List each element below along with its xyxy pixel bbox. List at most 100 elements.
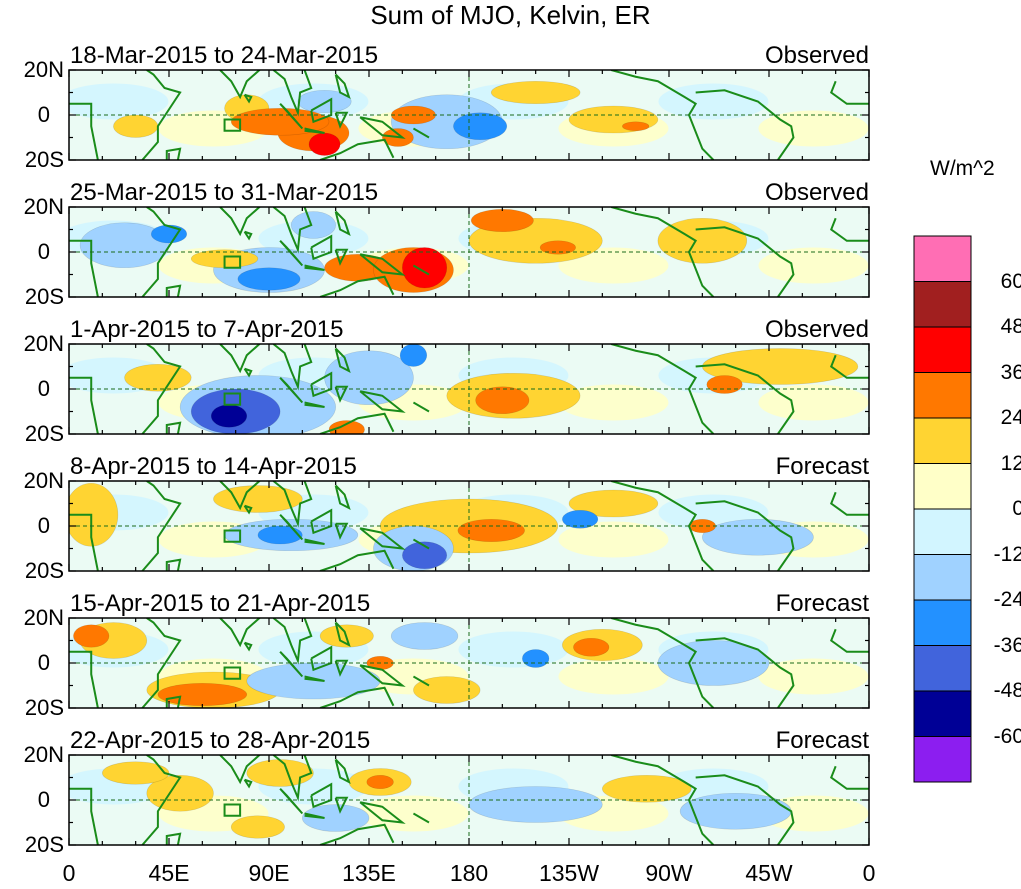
y-tick-label: 20N [23, 194, 64, 219]
anomaly-contour [702, 518, 814, 556]
colorbar-label: -12 [993, 542, 1021, 566]
x-tick-label: 45W [745, 860, 793, 886]
coastline [165, 558, 182, 571]
coastline [334, 659, 349, 677]
coastline [141, 207, 182, 297]
coastline [334, 758, 351, 784]
x-tick-label: 45E [148, 860, 190, 886]
coastline [334, 210, 351, 236]
anomaly-contour [113, 114, 159, 138]
coastline [243, 367, 253, 378]
panel-type: Observed [764, 179, 869, 206]
anomaly-contour [470, 208, 534, 233]
coastline [219, 481, 261, 511]
background-blob [758, 384, 869, 421]
anomaly-contour [308, 132, 341, 156]
coastline [304, 127, 325, 134]
y-tick-label: 20S [24, 558, 64, 583]
background-blob [558, 384, 669, 421]
anomaly-contour [302, 804, 370, 832]
coastline [141, 344, 182, 434]
anomaly-contour [402, 247, 448, 289]
coastline [279, 377, 304, 404]
coastline [272, 481, 313, 528]
y-tick-label: 0 [37, 102, 50, 127]
anomaly-contour [230, 815, 285, 839]
x-tick-label: 180 [449, 860, 489, 886]
colorbar-swatch [913, 554, 972, 601]
y-tick-label: 20N [23, 331, 64, 356]
coastline [334, 621, 351, 647]
coastline [243, 641, 253, 652]
panel-period: 15-Apr-2015 to 21-Apr-2015 [70, 590, 371, 617]
coastline [165, 832, 182, 845]
region-box [223, 803, 242, 817]
coastline [319, 823, 395, 845]
coastline [243, 93, 253, 104]
anomaly-contour [402, 541, 448, 570]
coastline [830, 80, 869, 105]
x-tick-label: 135W [538, 860, 600, 886]
colorbar-label: 12 [1000, 451, 1021, 475]
panel-type: Forecast [775, 590, 869, 617]
panel-2 [68, 206, 870, 298]
colorbar [913, 235, 972, 783]
coastline [412, 264, 430, 276]
panel-period: 1-Apr-2015 to 7-Apr-2015 [70, 316, 344, 343]
y-tick-label: 20S [24, 147, 64, 172]
y-tick-label: 0 [37, 376, 50, 401]
coastline [243, 504, 253, 515]
coastline [610, 481, 715, 571]
y-tick-label: 20N [23, 742, 64, 767]
y-tick-label: 20N [23, 605, 64, 630]
colorbar-label: -60 [993, 724, 1021, 748]
coastline [304, 812, 325, 819]
coastline [610, 207, 715, 297]
colorbar-swatch [913, 372, 972, 419]
colorbar-swatch [913, 463, 972, 510]
anomaly-contour [73, 624, 110, 648]
anomaly-field [69, 618, 869, 708]
anomaly-contour [413, 676, 481, 704]
panel-period: 18-Mar-2015 to 24-Mar-2015 [70, 42, 379, 69]
panel-type: Forecast [775, 453, 869, 480]
coastline [610, 344, 715, 434]
anomaly-contour [522, 649, 550, 668]
colorbar-units: W/m^2 [930, 157, 995, 180]
colorbar-swatch [913, 508, 972, 555]
x-tick-label: 0 [862, 860, 876, 886]
coastline [243, 778, 253, 789]
region-box [223, 118, 242, 132]
anomaly-contour [568, 489, 659, 518]
region-box [223, 666, 242, 680]
coastline [334, 484, 351, 510]
colorbar-label: -36 [993, 633, 1021, 657]
x-tick-label: 90E [248, 860, 290, 886]
panel-3 [68, 343, 870, 435]
colorbar-swatch [913, 417, 972, 464]
coastline [141, 481, 182, 571]
coastline [610, 70, 715, 160]
colorbar-swatch [913, 690, 972, 737]
panel-type: Forecast [775, 727, 869, 754]
coastline [272, 207, 313, 254]
anomaly-contour [490, 80, 581, 105]
y-tick-label: 20S [24, 421, 64, 446]
colorbar-swatch [913, 736, 972, 783]
y-tick-label: 0 [37, 787, 50, 812]
colorbar-swatch [913, 281, 972, 328]
region-box [223, 255, 242, 269]
coastline [319, 549, 395, 571]
colorbar-swatch [913, 645, 972, 692]
colorbar-label: -24 [993, 588, 1021, 611]
coastline [830, 217, 869, 242]
anomaly-contour [539, 240, 576, 255]
y-tick-label: 0 [37, 239, 50, 264]
coastline [695, 363, 795, 434]
anomaly-contour [328, 420, 365, 434]
coastline [610, 755, 715, 845]
y-tick-label: 20S [24, 284, 64, 309]
anomaly-contour [157, 682, 248, 707]
coastline [695, 774, 795, 845]
background-blob [758, 247, 869, 284]
